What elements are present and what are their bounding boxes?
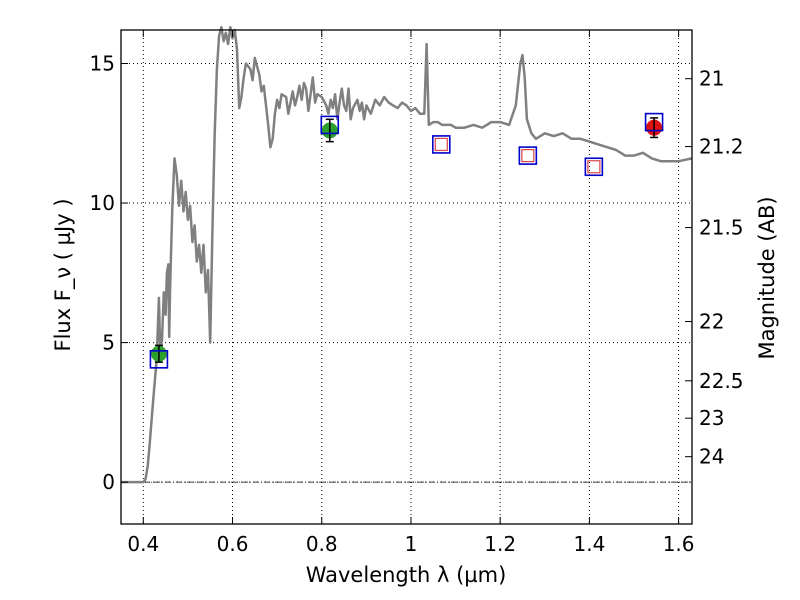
x-tick-label: 1 (405, 532, 418, 556)
magnitude-tick-label: 24 (699, 445, 724, 469)
plot-frame (120, 29, 693, 525)
model-photometry-marker (320, 115, 340, 135)
model-spectrum (121, 25, 693, 484)
magnitude-tick-label: 23 (699, 406, 724, 430)
axis-ticks: 0.4 0.6 0.8 1 1.2 1.4 1.6 0 5 10 15 21 21.2 21.5 22 22.… (90, 30, 744, 556)
y-tick-label: 5 (102, 331, 115, 355)
y-tick-label: 15 (90, 51, 115, 75)
model-photometry-marker (584, 157, 604, 177)
right-axis-title: Magnitude (AB) (755, 196, 779, 359)
x-tick-label: 0.4 (127, 532, 159, 556)
x-tick-label: 0.8 (306, 532, 338, 556)
model-photometry-marker (431, 135, 451, 154)
x-tick-label: 1.6 (663, 532, 695, 556)
y-tick-label: 10 (90, 191, 115, 215)
x-tick-label: 0.6 (217, 532, 249, 556)
magnitude-tick-label: 21.5 (699, 216, 744, 240)
upper-limit-marker (587, 160, 601, 174)
magnitude-tick-label: 22.5 (699, 369, 744, 393)
x-tick-label: 1.2 (484, 532, 516, 556)
x-axis-title: Wavelength λ (µm) (306, 563, 507, 587)
model-photometry-marker (644, 112, 664, 132)
upper-limit-marker (521, 148, 535, 163)
magnitude-tick-label: 22 (699, 310, 724, 334)
upper-limit-marker (434, 137, 448, 152)
magnitude-tick-label: 21.2 (699, 135, 744, 159)
photometry-markers (149, 112, 664, 369)
x-tick-label: 1.4 (573, 532, 605, 556)
spectrum-line (121, 25, 693, 484)
y-tick-label: 0 (102, 470, 115, 494)
y-axis-title: Flux F_ν ( µJy ) (51, 198, 76, 351)
model-photometry-marker (518, 146, 538, 165)
model-photometry-marker (149, 350, 169, 369)
magnitude-tick-label: 21 (699, 67, 724, 91)
